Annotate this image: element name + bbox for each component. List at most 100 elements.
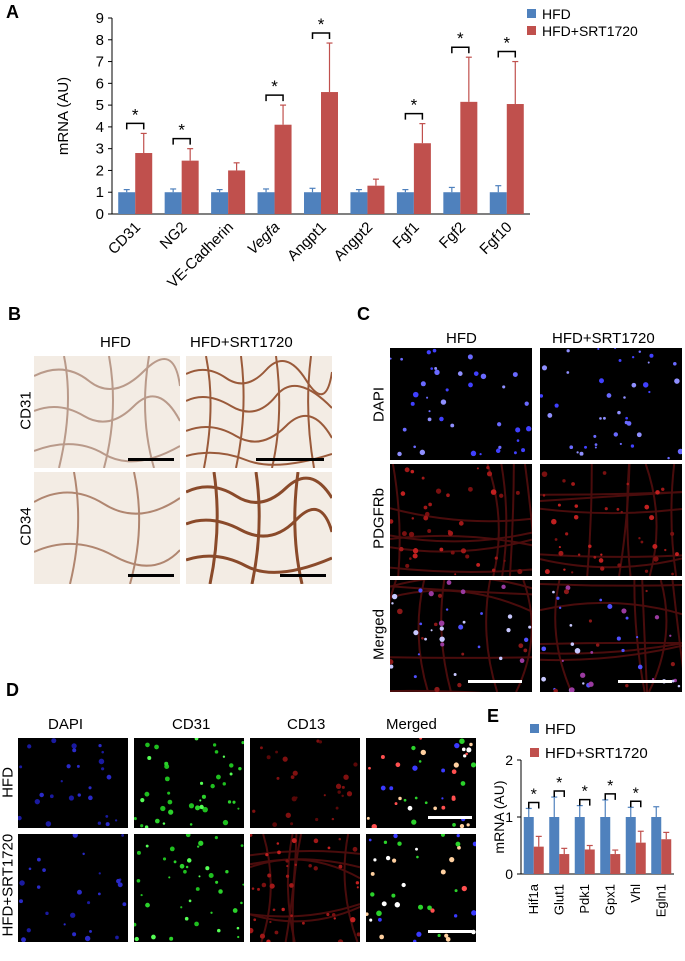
signal-dot xyxy=(154,744,159,750)
signal-dot xyxy=(356,932,360,937)
signal-dot xyxy=(66,764,71,769)
signal-dot xyxy=(411,819,417,825)
signal-dot xyxy=(677,448,682,455)
signal-dot xyxy=(405,563,410,568)
significance-bracket xyxy=(604,793,616,800)
signal-dot xyxy=(455,841,461,847)
significance-star: * xyxy=(531,786,537,803)
signal-dot xyxy=(134,922,137,927)
bar-hfd-srt1720 xyxy=(367,185,385,214)
fiber-strand xyxy=(486,464,500,576)
signal-dot xyxy=(88,786,92,790)
signal-dot xyxy=(427,529,432,533)
signal-dot xyxy=(561,659,564,662)
signal-dot xyxy=(507,614,513,619)
signal-dot xyxy=(472,841,476,847)
signal-dot xyxy=(412,553,418,559)
signal-dot xyxy=(397,841,402,846)
x-tick-label: Angpt1 xyxy=(284,219,330,265)
signal-dot xyxy=(412,391,419,398)
signal-dot xyxy=(232,800,236,804)
signal-dot xyxy=(600,566,605,571)
merged-signal xyxy=(390,580,532,692)
signal-dot xyxy=(394,802,398,806)
signal-dot xyxy=(599,378,604,384)
bar-hfd xyxy=(549,817,560,874)
signal-dot xyxy=(197,845,200,848)
signal-dot xyxy=(562,479,566,483)
signal-dot xyxy=(437,933,441,938)
signal-dot xyxy=(571,571,574,574)
signal-dot xyxy=(390,664,394,669)
fiber-strand xyxy=(390,534,532,547)
panel-d-row-label-hfd: HFD xyxy=(0,767,17,798)
panel-d-image-srt-cd13 xyxy=(250,834,360,942)
significance-star: * xyxy=(607,778,613,795)
signal-dot xyxy=(366,816,370,820)
signal-dot xyxy=(638,537,641,540)
signal-dot xyxy=(450,550,455,555)
y-tick-label: 1 xyxy=(505,809,513,825)
cd13-signal xyxy=(252,739,358,827)
signal-dot xyxy=(72,932,77,937)
y-tick-label: 1 xyxy=(96,184,104,201)
signal-dot xyxy=(446,493,450,498)
signal-dot xyxy=(453,673,457,677)
signal-dot xyxy=(441,805,446,810)
signal-dot xyxy=(463,754,467,758)
signal-dot xyxy=(607,603,613,609)
signal-dot xyxy=(602,471,607,475)
fiber-strand xyxy=(390,580,532,590)
signal-dot xyxy=(267,873,272,878)
signal-dot xyxy=(468,382,473,388)
signal-dot xyxy=(180,906,183,909)
y-tick-label: 2 xyxy=(96,162,104,179)
signal-dot xyxy=(513,451,517,455)
signal-dot xyxy=(144,825,149,828)
signal-dot xyxy=(402,427,407,432)
signal-dot xyxy=(313,866,318,871)
signal-dot xyxy=(459,738,465,744)
signal-dot xyxy=(649,515,655,521)
signal-dot xyxy=(457,371,463,376)
signal-dot xyxy=(640,540,644,544)
signal-dot xyxy=(106,774,112,780)
signal-dot xyxy=(458,624,464,630)
nuclei-dots xyxy=(19,834,127,942)
signal-dot xyxy=(620,510,623,514)
signal-dot xyxy=(410,469,415,474)
cd31-signal xyxy=(134,834,244,942)
signal-dot xyxy=(381,901,387,907)
signal-dot xyxy=(430,629,433,632)
x-tick-label: Vhl xyxy=(628,884,643,903)
pdgfrb-signal xyxy=(540,464,682,576)
signal-dot xyxy=(506,628,511,633)
signal-dot xyxy=(413,675,417,679)
fiber-strand xyxy=(390,580,397,605)
signal-dot xyxy=(579,451,584,456)
signal-dot xyxy=(480,612,483,615)
signal-dot xyxy=(524,401,529,406)
signal-dot xyxy=(566,371,570,374)
signal-dot xyxy=(285,874,290,878)
merged-signal xyxy=(366,738,476,828)
scale-bar xyxy=(618,680,672,683)
signal-dot xyxy=(326,912,330,917)
signal-dot xyxy=(515,490,520,495)
signal-dot xyxy=(208,872,214,879)
panel-c-image-hfd-dapi xyxy=(390,348,532,460)
signal-dot xyxy=(27,744,32,749)
signal-dot xyxy=(393,834,398,839)
signal-dot xyxy=(285,859,289,863)
fiber-strand xyxy=(391,464,401,576)
signal-dot xyxy=(391,593,398,600)
signal-dot xyxy=(458,521,464,526)
y-tick-label: 4 xyxy=(96,119,104,136)
signal-dot xyxy=(383,840,388,844)
signal-dot xyxy=(105,814,109,818)
signal-dot xyxy=(558,546,561,549)
signal-dot xyxy=(194,921,199,927)
panel-d-col-label-cd31: CD31 xyxy=(172,716,211,733)
x-tick-label: NG2 xyxy=(157,219,191,253)
signal-dot xyxy=(122,902,127,907)
